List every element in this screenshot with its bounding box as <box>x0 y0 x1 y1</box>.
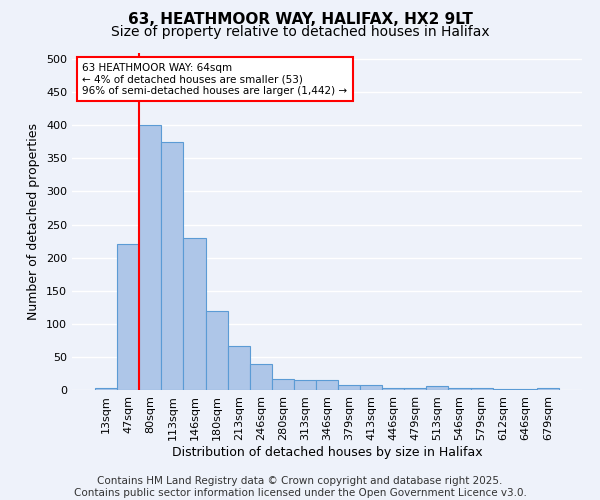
Bar <box>184 238 206 390</box>
Text: Size of property relative to detached houses in Halifax: Size of property relative to detached ho… <box>110 25 490 39</box>
Text: 63, HEATHMOOR WAY, HALIFAX, HX2 9LT: 63, HEATHMOOR WAY, HALIFAX, HX2 9LT <box>128 12 472 28</box>
Bar <box>95 388 117 390</box>
Text: 63 HEATHMOOR WAY: 64sqm
← 4% of detached houses are smaller (53)
96% of semi-det: 63 HEATHMOOR WAY: 64sqm ← 4% of detached… <box>82 62 347 96</box>
Bar <box>404 388 427 390</box>
Bar <box>227 346 250 390</box>
Bar <box>537 388 559 390</box>
Y-axis label: Number of detached properties: Number of detached properties <box>28 122 40 320</box>
Bar <box>139 126 161 390</box>
Bar <box>294 380 316 390</box>
Bar <box>161 142 184 390</box>
Bar <box>117 244 139 390</box>
X-axis label: Distribution of detached houses by size in Halifax: Distribution of detached houses by size … <box>172 446 482 458</box>
Text: Contains HM Land Registry data © Crown copyright and database right 2025.
Contai: Contains HM Land Registry data © Crown c… <box>74 476 526 498</box>
Bar <box>316 380 338 390</box>
Bar <box>448 388 470 390</box>
Bar <box>382 388 404 390</box>
Bar <box>250 364 272 390</box>
Bar <box>272 379 294 390</box>
Bar <box>338 386 360 390</box>
Bar <box>360 386 382 390</box>
Bar <box>206 310 227 390</box>
Bar <box>470 388 493 390</box>
Bar <box>427 386 448 390</box>
